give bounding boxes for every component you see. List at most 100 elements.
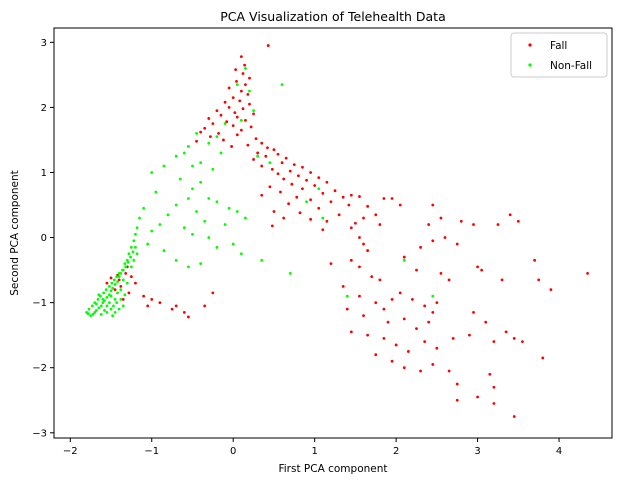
point-fall <box>374 301 378 305</box>
point-fall <box>423 340 427 344</box>
point-non-fall <box>207 141 211 145</box>
point-fall <box>248 76 251 80</box>
point-non-fall <box>207 236 211 239</box>
point-non-fall <box>199 180 203 184</box>
point-fall <box>484 320 488 324</box>
point-fall <box>187 315 190 319</box>
point-fall <box>472 223 475 226</box>
point-non-fall <box>187 265 190 269</box>
point-non-fall <box>111 314 115 318</box>
point-non-fall <box>280 83 284 87</box>
point-fall <box>150 297 154 301</box>
point-fall <box>298 211 302 215</box>
point-fall <box>358 265 361 269</box>
point-fall <box>301 187 304 191</box>
legend-label-fall: Fall <box>550 40 567 52</box>
point-fall <box>260 141 264 145</box>
point-fall <box>447 369 451 373</box>
point-fall <box>170 307 174 311</box>
point-fall <box>276 152 280 156</box>
point-fall <box>231 124 235 128</box>
point-fall <box>402 317 406 321</box>
point-fall <box>235 79 238 83</box>
point-non-fall <box>124 265 128 269</box>
point-non-fall <box>103 309 106 312</box>
point-fall <box>239 89 243 93</box>
point-fall <box>260 193 264 197</box>
chart-title: PCA Visualization of Telehealth Data <box>220 9 446 24</box>
point-fall <box>305 178 308 182</box>
point-non-fall <box>219 151 223 155</box>
point-fall <box>390 297 394 301</box>
point-non-fall <box>91 312 95 316</box>
y-tick-label: 2 <box>41 103 47 114</box>
point-non-fall <box>199 262 203 265</box>
point-fall <box>260 164 264 168</box>
point-fall <box>241 107 245 111</box>
point-non-fall <box>195 132 198 135</box>
point-non-fall <box>127 252 131 256</box>
point-non-fall <box>248 89 251 93</box>
legend: Fall Non-Fall <box>510 32 608 78</box>
point-non-fall <box>174 154 178 158</box>
point-fall <box>239 55 243 59</box>
point-fall <box>207 117 211 120</box>
point-non-fall <box>191 187 194 191</box>
x-tick-label: 1 <box>311 446 317 457</box>
point-fall <box>243 63 247 67</box>
point-fall <box>398 203 402 207</box>
point-fall <box>347 203 351 207</box>
point-non-fall <box>215 245 219 249</box>
point-fall <box>427 320 431 324</box>
x-tick-label: 2 <box>393 446 399 457</box>
point-fall <box>358 236 361 239</box>
point-non-fall <box>121 304 125 308</box>
point-non-fall <box>113 283 117 286</box>
point-non-fall <box>256 154 260 158</box>
point-fall <box>129 275 133 278</box>
point-fall <box>492 385 496 389</box>
point-fall <box>195 139 198 143</box>
point-fall <box>295 195 299 199</box>
point-fall <box>119 284 123 288</box>
point-fall <box>390 197 394 200</box>
point-fall <box>290 182 294 186</box>
point-fall <box>264 154 268 158</box>
point-non-fall <box>105 304 109 308</box>
point-non-fall <box>104 288 108 292</box>
point-fall <box>238 99 242 103</box>
point-fall <box>435 301 439 305</box>
point-fall <box>419 245 422 249</box>
point-non-fall <box>132 239 136 243</box>
point-non-fall <box>89 314 93 318</box>
point-non-fall <box>138 216 141 220</box>
point-fall <box>549 288 553 292</box>
point-fall <box>447 278 451 282</box>
point-non-fall <box>97 293 101 297</box>
point-fall <box>222 138 225 142</box>
point-fall <box>235 115 239 119</box>
point-non-fall <box>187 197 190 200</box>
point-fall <box>272 210 276 213</box>
point-non-fall <box>99 312 103 316</box>
point-fall <box>124 271 128 275</box>
point-non-fall <box>129 265 133 269</box>
point-fall <box>321 228 325 232</box>
point-non-fall <box>182 151 186 155</box>
point-non-fall <box>135 226 139 230</box>
point-fall <box>378 223 382 226</box>
point-non-fall <box>178 177 182 181</box>
point-fall <box>211 291 215 295</box>
point-non-fall <box>119 297 123 301</box>
point-fall <box>427 223 431 226</box>
point-fall <box>504 330 508 334</box>
point-fall <box>256 151 260 155</box>
point-non-fall <box>191 164 194 168</box>
point-fall <box>496 223 500 226</box>
point-fall <box>284 156 288 160</box>
point-non-fall <box>111 286 115 290</box>
point-fall <box>406 350 410 353</box>
point-non-fall <box>321 216 325 220</box>
point-fall <box>203 304 207 308</box>
point-fall <box>246 143 250 147</box>
